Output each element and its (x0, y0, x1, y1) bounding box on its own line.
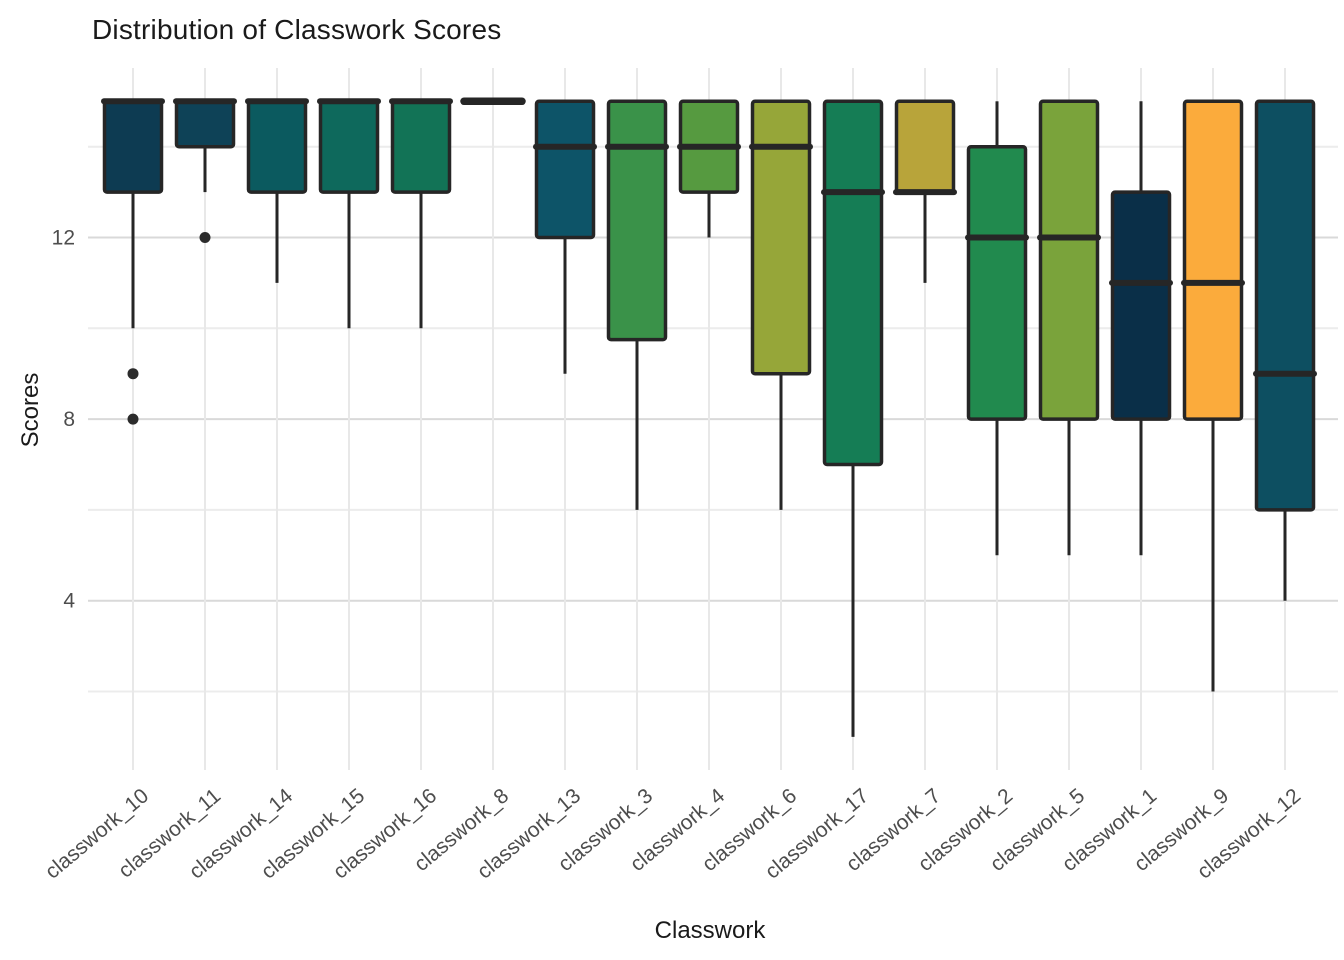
box-classwork_7 (894, 99, 956, 194)
outlier-point (199, 232, 211, 243)
boxplot-classwork_2 (965, 101, 1029, 556)
boxplot-classwork_9 (1181, 99, 1245, 692)
box-classwork_11 (174, 99, 236, 149)
box-classwork_13 (534, 99, 596, 240)
y-tick-label: 8 (63, 408, 75, 431)
boxplot-classwork_12 (1253, 99, 1317, 601)
box-classwork_9 (1182, 99, 1244, 421)
boxplot-classwork_4 (677, 99, 741, 238)
boxplot-classwork_7 (893, 99, 957, 283)
boxplot-classwork_16 (389, 98, 453, 329)
boxplot-classwork_13 (533, 99, 597, 374)
y-tick-label: 4 (63, 590, 75, 613)
outlier-point (127, 413, 139, 425)
boxplot-classwork_10 (101, 98, 165, 425)
boxplot-classwork_3 (605, 99, 669, 510)
y-tick-label: 12 (52, 227, 75, 250)
box-classwork_5 (1038, 99, 1100, 421)
box-classwork_1 (1110, 190, 1172, 421)
box-classwork_12 (1254, 99, 1316, 512)
boxes (101, 97, 1317, 737)
box-classwork_3 (606, 99, 668, 342)
boxplot-classwork_15 (317, 98, 381, 329)
box-classwork_2 (966, 144, 1028, 421)
boxplot-classwork_17 (821, 99, 885, 737)
box-classwork_15 (318, 99, 380, 194)
chart-title: Distribution of Classwork Scores (92, 14, 502, 45)
box-classwork_16 (390, 99, 452, 194)
boxplot-classwork_1 (1109, 101, 1173, 556)
box-classwork_10 (102, 99, 164, 194)
y-axis-title: Scores (17, 373, 44, 448)
boxplot-classwork_11 (173, 98, 237, 243)
x-axis-title: Classwork (655, 917, 767, 944)
box-classwork_14 (246, 99, 308, 194)
boxplot-classwork_5 (1037, 99, 1101, 556)
box-classwork_6 (750, 99, 812, 376)
outlier-point (127, 368, 139, 380)
box-classwork_17 (822, 99, 884, 467)
boxplot-classwork_6 (749, 99, 813, 510)
boxplot-classwork_14 (245, 98, 309, 283)
